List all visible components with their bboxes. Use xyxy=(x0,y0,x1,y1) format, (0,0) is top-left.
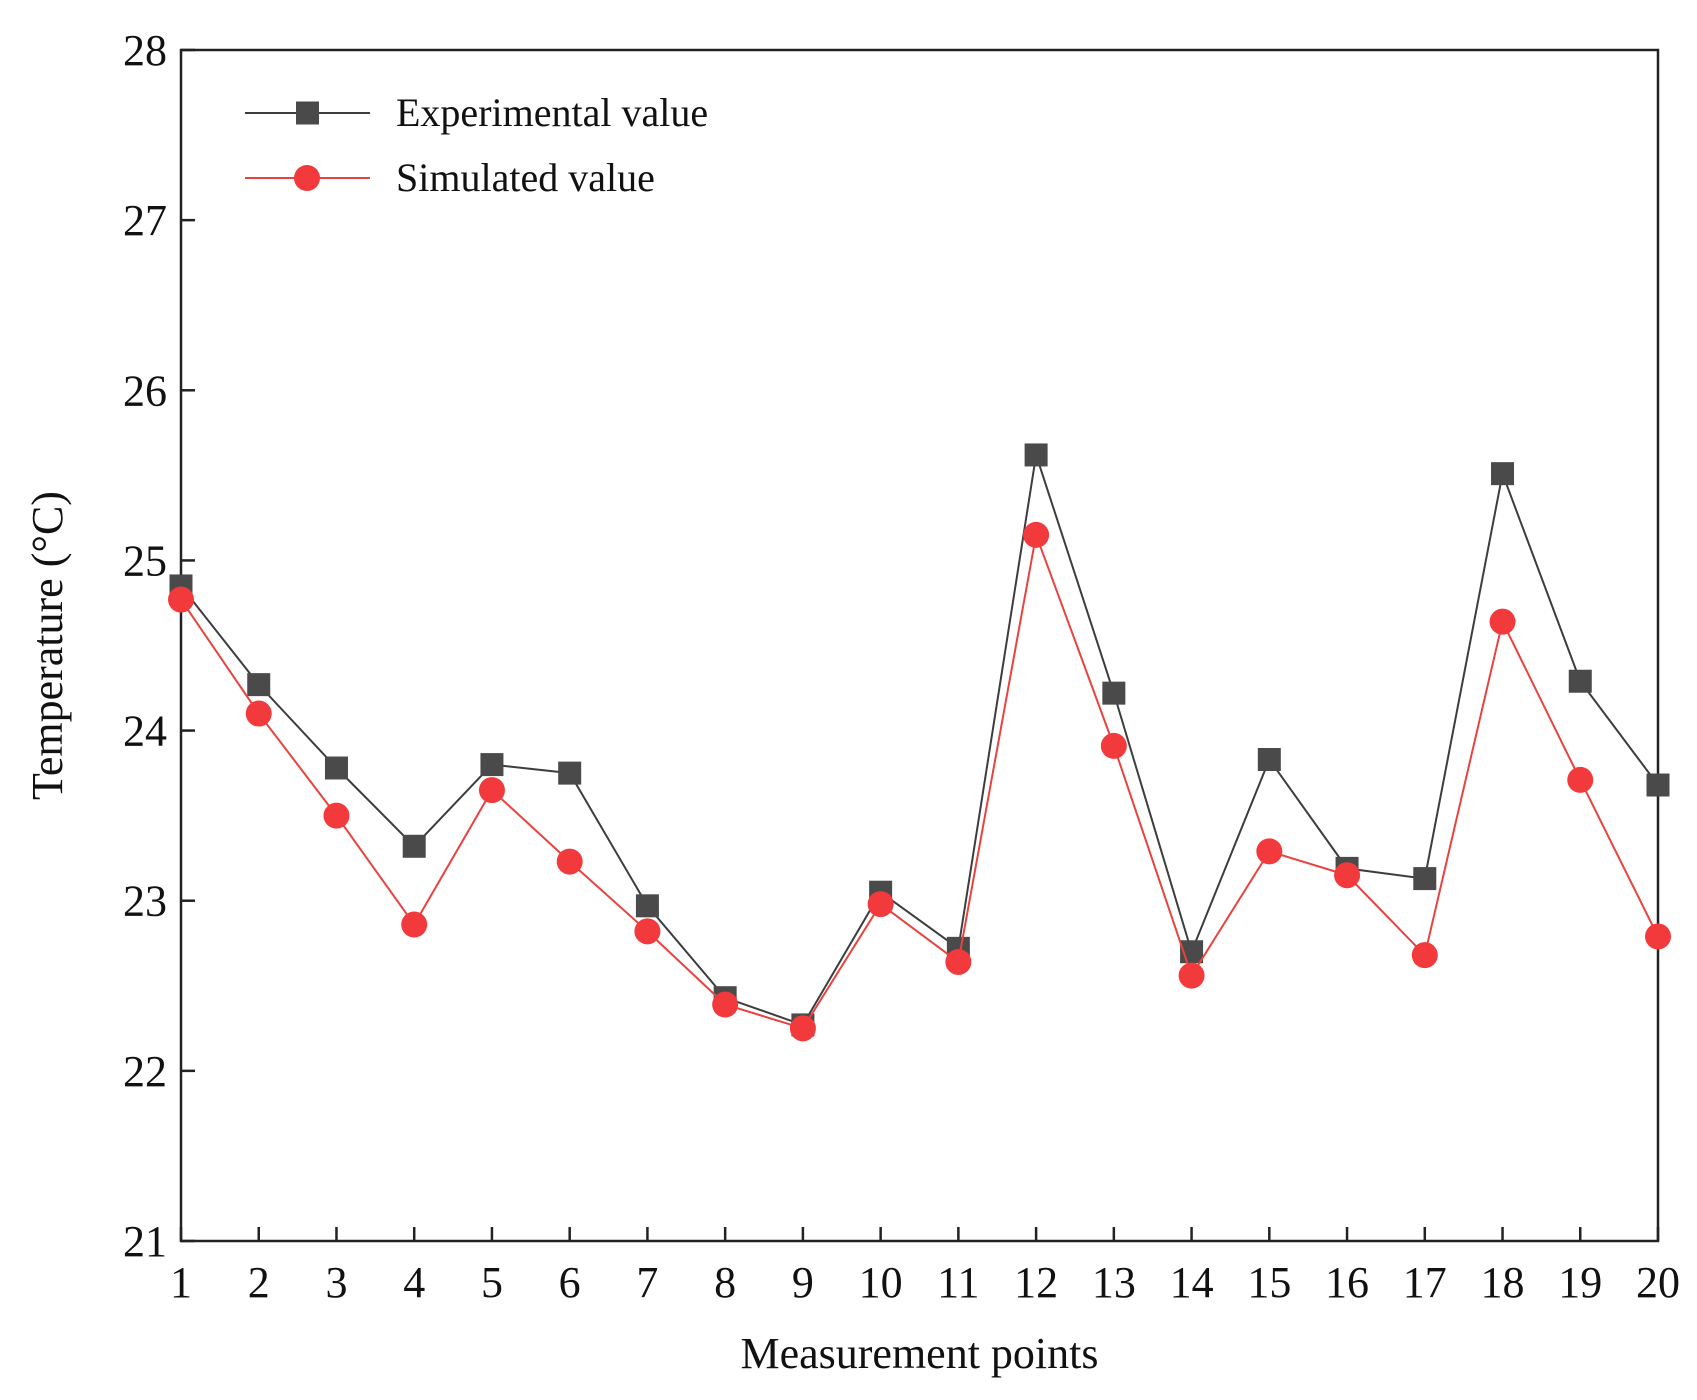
legend-square-marker xyxy=(296,101,319,125)
experimental-point xyxy=(1102,681,1126,705)
simulated-point xyxy=(168,586,194,613)
y-axis-title: Temperature (°C) xyxy=(23,491,72,800)
legend-item: Simulated value xyxy=(245,155,655,200)
experimental-point xyxy=(1646,773,1670,797)
simulated-point xyxy=(1178,962,1205,989)
simulated-point xyxy=(478,777,505,804)
simulated-point xyxy=(1645,923,1671,950)
x-tick-label: 10 xyxy=(859,1258,903,1307)
simulated-point xyxy=(1567,766,1594,793)
legend-label: Simulated value xyxy=(396,155,655,200)
experimental-point xyxy=(558,761,582,785)
x-tick-label: 5 xyxy=(481,1258,503,1307)
simulated-point xyxy=(401,911,428,938)
series-layer xyxy=(168,443,1671,1042)
experimental-point xyxy=(1491,462,1515,486)
experimental-point xyxy=(402,834,426,858)
plot-area xyxy=(179,48,1660,1243)
x-tick-label: 3 xyxy=(325,1258,347,1307)
experimental-point xyxy=(1413,867,1437,891)
x-tick-label: 17 xyxy=(1403,1258,1447,1307)
x-tick-label: 14 xyxy=(1170,1258,1214,1307)
simulated-point xyxy=(1256,838,1283,865)
simulated-point xyxy=(634,918,661,945)
simulated-point xyxy=(323,802,350,829)
x-tick-label: 8 xyxy=(714,1258,736,1307)
x-tick-label: 18 xyxy=(1481,1258,1525,1307)
x-tick-label: 16 xyxy=(1325,1258,1369,1307)
y-tick-label: 27 xyxy=(123,196,167,245)
experimental-point xyxy=(480,753,504,777)
x-tick-label: 9 xyxy=(792,1258,814,1307)
simulated-point xyxy=(1023,521,1050,548)
x-axis-title: Measurement points xyxy=(740,1329,1098,1378)
x-tick-label: 12 xyxy=(1014,1258,1058,1307)
simulated-point xyxy=(867,891,894,918)
plot-frame xyxy=(179,48,1660,1243)
simulated-point xyxy=(712,991,739,1018)
simulated-point xyxy=(1489,608,1516,635)
experimental-series xyxy=(169,443,1670,1037)
x-tick-label: 11 xyxy=(937,1258,979,1307)
series-line xyxy=(180,531,1659,1030)
legend-item: Experimental value xyxy=(245,90,708,135)
x-tick-label: 2 xyxy=(248,1258,270,1307)
y-tick-label: 23 xyxy=(123,877,167,926)
x-tick-label: 1 xyxy=(170,1258,192,1307)
y-tick-label: 28 xyxy=(123,26,167,75)
experimental-point xyxy=(1024,443,1048,467)
legend: Experimental value Simulated value xyxy=(245,90,708,200)
y-tick-label: 26 xyxy=(123,366,167,415)
x-tick-label: 19 xyxy=(1558,1258,1602,1307)
experimental-point xyxy=(247,673,271,697)
y-tick-label: 21 xyxy=(123,1217,167,1266)
simulated-point xyxy=(556,848,583,875)
x-tick-label: 4 xyxy=(403,1258,425,1307)
experimental-point xyxy=(324,756,348,780)
legend-label: Experimental value xyxy=(396,90,708,135)
experimental-point xyxy=(1257,747,1281,771)
y-tick-label: 25 xyxy=(123,536,167,585)
x-tick-label: 20 xyxy=(1636,1258,1680,1307)
simulated-series xyxy=(168,521,1671,1042)
legend-circle-marker xyxy=(294,165,320,191)
experimental-point xyxy=(1568,669,1592,693)
experimental-point xyxy=(635,894,659,918)
x-tick-label: 7 xyxy=(636,1258,658,1307)
simulated-point xyxy=(945,948,972,975)
y-tick-label: 22 xyxy=(123,1047,167,1096)
x-tick-label: 15 xyxy=(1247,1258,1291,1307)
simulated-point xyxy=(1411,942,1438,969)
simulated-point xyxy=(1100,732,1127,759)
simulated-point xyxy=(1334,862,1361,889)
y-tick-label: 24 xyxy=(123,707,167,756)
x-tick-label: 13 xyxy=(1092,1258,1136,1307)
simulated-point xyxy=(789,1015,816,1042)
simulated-point xyxy=(245,700,272,727)
x-tick-label: 6 xyxy=(559,1258,581,1307)
series-line xyxy=(180,454,1659,1027)
